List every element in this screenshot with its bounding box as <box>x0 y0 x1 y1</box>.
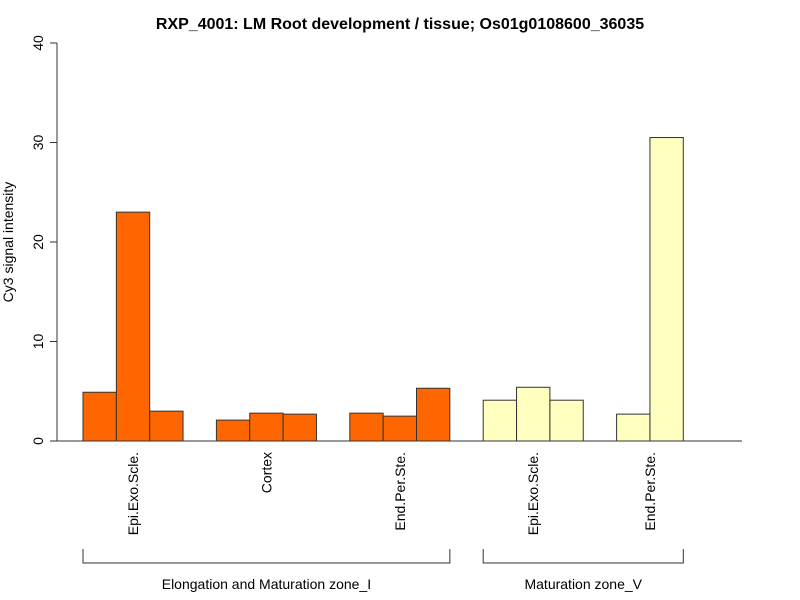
y-tick-label: 0 <box>30 437 46 445</box>
bar <box>149 410 184 442</box>
zone-bracket <box>482 549 684 564</box>
y-axis: 0 10 20 30 40 <box>30 35 58 445</box>
y-axis-label: Cy3 signal intensity <box>0 182 16 303</box>
bar <box>115 211 151 442</box>
bar <box>249 412 284 442</box>
x-tick-label: End.Per.Ste. <box>642 452 658 531</box>
y-tick-label: 40 <box>30 35 46 51</box>
chart-title: RXP_4001: LM Root development / tissue; … <box>156 16 644 33</box>
bar <box>416 387 451 442</box>
y-tick-label: 30 <box>30 135 46 151</box>
zone-bracket <box>82 549 451 564</box>
x-tick-label: Epi.Exo.Scle. <box>525 452 541 535</box>
bar <box>282 413 317 442</box>
bar <box>516 386 551 442</box>
bars <box>82 137 684 442</box>
bar <box>616 413 651 442</box>
bar <box>649 137 684 442</box>
y-tick-label: 20 <box>30 234 46 250</box>
bar <box>82 391 117 442</box>
bar <box>215 419 251 442</box>
bar <box>382 415 417 442</box>
zone-label: Maturation zone_V <box>524 576 642 592</box>
bar <box>349 412 384 442</box>
y-tick-label: 10 <box>30 334 46 350</box>
x-tick-labels: Epi.Exo.Scle. Cortex End.Per.Ste. Epi.Exo.S… <box>125 452 658 535</box>
bar <box>549 399 584 442</box>
bar <box>482 399 518 442</box>
x-tick-label: Epi.Exo.Scle. <box>125 452 141 535</box>
x-tick-label: End.Per.Ste. <box>392 452 408 531</box>
x-tick-label: Cortex <box>258 452 274 493</box>
zone-brackets: Elongation and Maturation zone_I Maturati… <box>82 549 684 592</box>
zone-label: Elongation and Maturation zone_I <box>162 576 371 592</box>
